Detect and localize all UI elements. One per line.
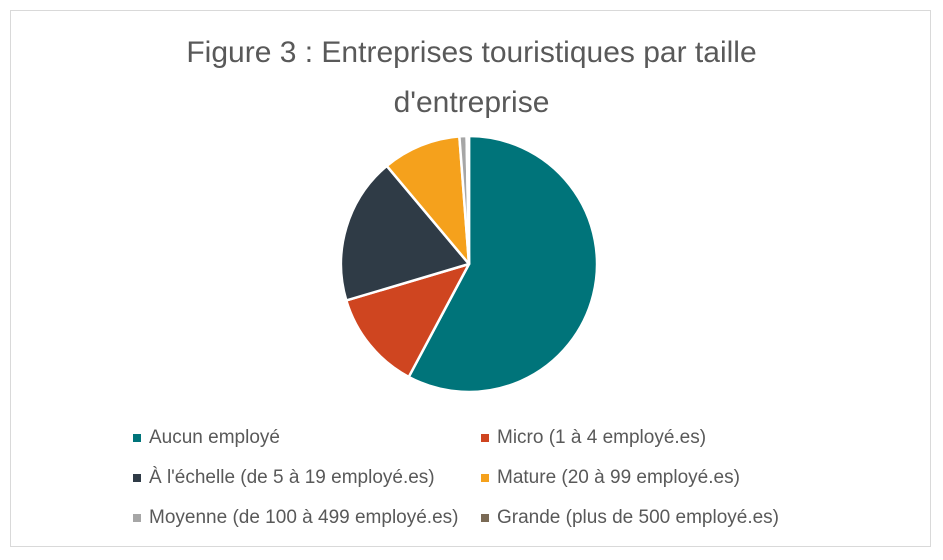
pie-slice-3 <box>385 135 471 266</box>
pie-slice-0 <box>407 134 599 394</box>
pie-slice-5 <box>465 134 471 266</box>
chart-title-line-1: Figure 3 : Entreprises touristiques par … <box>186 36 757 69</box>
pie-slice-2 <box>339 164 471 302</box>
chart-title: Figure 3 : Entreprises touristiques par … <box>0 28 943 128</box>
chart-title-line-2: d'entreprise <box>393 86 550 119</box>
